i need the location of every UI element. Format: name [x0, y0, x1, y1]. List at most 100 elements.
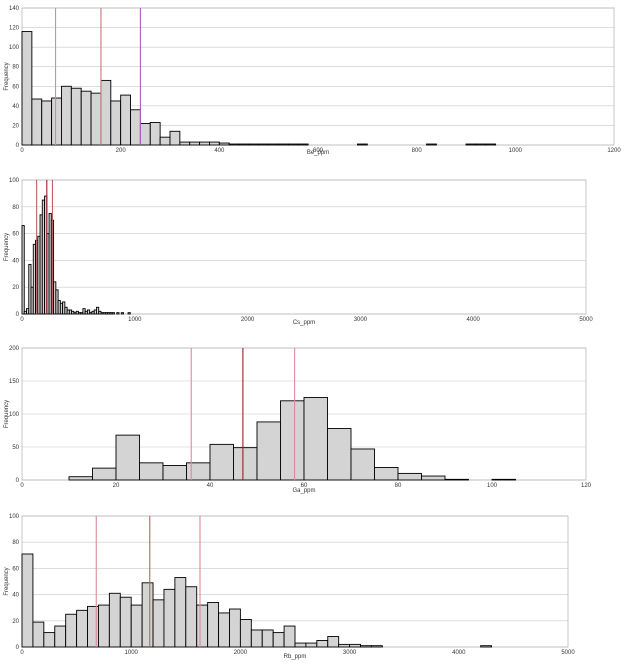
histogram-bar: [186, 462, 211, 481]
x-tick-label: 3000: [354, 317, 368, 323]
histogram-bar: [92, 467, 117, 481]
x-axis-label: Be_ppm: [307, 150, 329, 156]
histogram-bar: [196, 604, 209, 648]
histogram-bar: [480, 645, 493, 648]
histogram-bar: [115, 434, 140, 481]
histogram-bar: [120, 94, 131, 146]
x-tick-label: 800: [412, 148, 423, 154]
y-tick-label: 140: [9, 6, 20, 12]
histogram-bar: [169, 130, 181, 146]
chart-panel-be: 0 20 40 60 80 100 120 140 0 200 400 600 800 1000 1200 B…: [0, 0, 624, 160]
histogram-bar: [32, 621, 45, 648]
histogram-bar: [130, 109, 141, 146]
histogram-bar: [248, 143, 260, 146]
histogram-bar: [189, 141, 201, 146]
y-tick-label: 60: [12, 232, 19, 238]
x-axis-label: Cs_ppm: [293, 320, 315, 326]
histogram-bar: [287, 143, 299, 146]
y-tick-label: 0: [16, 143, 20, 149]
histogram-bar: [68, 476, 93, 481]
histogram-bar: [444, 478, 469, 481]
x-tick-label: 0: [20, 483, 24, 489]
y-tick-label: 0: [16, 478, 20, 484]
histogram-bar: [485, 143, 497, 146]
histogram-bar: [86, 309, 91, 315]
y-tick-label: 40: [12, 104, 19, 110]
histogram-be: 0 20 40 60 80 100 120 140 0 200 400 600 800 1000 1200 B…: [4, 6, 621, 156]
histogram-bar: [283, 625, 296, 648]
y-tick-label: 100: [9, 178, 20, 184]
y-tick-label: 20: [12, 123, 19, 129]
x-tick-label: 20: [113, 483, 120, 489]
x-tick-label: 5000: [561, 650, 575, 656]
histogram-bar: [95, 306, 100, 315]
x-axis-label: Ga_ppm: [292, 488, 315, 494]
x-tick-label: 4000: [452, 650, 466, 656]
x-tick-label: 2000: [234, 650, 248, 656]
histogram-bar: [349, 643, 361, 648]
histogram-bar: [357, 143, 368, 146]
y-axis-label: Frequency: [4, 567, 10, 595]
histogram-bar: [218, 142, 230, 146]
histogram-bar: [127, 312, 131, 315]
x-tick-label: 5000: [579, 317, 593, 323]
x-tick-label: 120: [581, 483, 592, 489]
histogram-ga: 0 50 100 150 200 0 20 40 60 80 100 120 Ga_ppm Frequen…: [4, 346, 592, 494]
histogram-bar: [51, 97, 62, 146]
histogram-bar: [110, 100, 122, 146]
histogram-bar: [426, 143, 437, 146]
y-tick-label: 100: [9, 45, 20, 51]
histogram-bar: [21, 31, 33, 146]
y-axis-label: Frequency: [4, 62, 10, 90]
histogram-bar: [305, 642, 318, 648]
histogram-bar: [179, 141, 191, 146]
x-tick-label: 100: [487, 483, 498, 489]
histogram-bar: [116, 312, 120, 315]
histogram-bar: [174, 577, 187, 648]
histogram-bar: [139, 123, 151, 146]
y-tick-label: 40: [12, 258, 19, 264]
histogram-bar: [370, 645, 383, 648]
y-tick-label: 40: [12, 593, 19, 599]
y-tick-label: 60: [12, 84, 19, 90]
histogram-bar: [80, 90, 92, 146]
histogram-bar: [141, 582, 154, 648]
x-tick-label: 0: [20, 148, 24, 154]
y-tick-label: 80: [12, 65, 19, 71]
histogram-bar: [228, 143, 240, 146]
x-tick-label: 3000: [343, 650, 357, 656]
histogram-bar: [163, 588, 176, 648]
x-tick-label: 40: [207, 483, 214, 489]
histogram-bar: [97, 604, 110, 648]
histogram-bar: [294, 642, 307, 648]
y-tick-label: 0: [16, 645, 20, 651]
x-tick-label: 60: [301, 483, 308, 489]
histogram-bar: [238, 143, 250, 146]
histogram-bar: [256, 421, 281, 481]
histogram-bar: [65, 613, 78, 648]
histogram-bar: [475, 143, 487, 146]
x-tick-label: 1200: [607, 148, 621, 154]
histogram-bar: [303, 397, 328, 481]
histogram-bar: [61, 85, 72, 146]
histogram-bar: [239, 619, 252, 648]
y-tick-label: 200: [9, 346, 20, 352]
y-axis-label: Frequency: [4, 233, 10, 261]
y-tick-label: 100: [9, 412, 20, 418]
histogram-bar: [327, 428, 352, 481]
y-tick-label: 100: [9, 514, 20, 520]
x-tick-label: 4000: [467, 317, 481, 323]
histogram-bar: [280, 400, 305, 481]
histogram-bar: [233, 447, 258, 481]
x-tick-label: 1000: [128, 317, 142, 323]
histogram-bar: [360, 645, 372, 648]
histogram-bar: [199, 141, 210, 146]
x-tick-label: 80: [395, 483, 402, 489]
histogram-bar: [185, 586, 198, 648]
chart-panel-ga: 0 50 100 150 200 0 20 40 60 80 100 120 Ga_ppm Frequen…: [0, 342, 624, 502]
histogram-bar: [149, 122, 161, 146]
histogram-bar: [278, 143, 289, 146]
histogram-bar: [465, 143, 477, 146]
